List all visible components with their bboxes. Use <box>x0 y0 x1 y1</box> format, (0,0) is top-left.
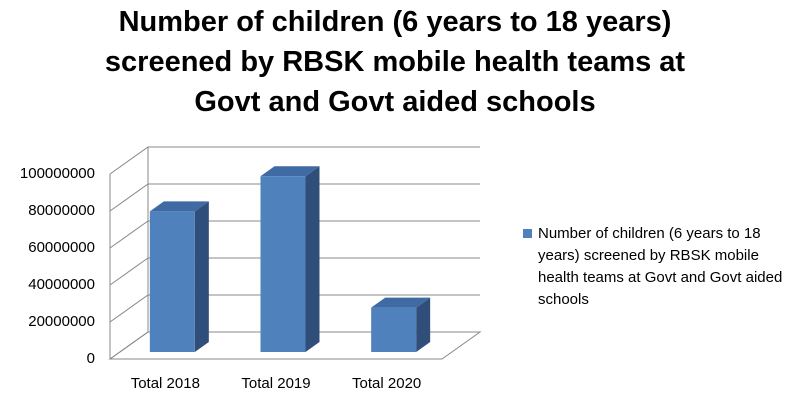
chart-title: Number of children (6 years to 18 years)… <box>104 6 686 118</box>
bar-top <box>149 201 209 212</box>
legend-label: Number of children (6 years to 18 years)… <box>538 225 783 308</box>
legend-key <box>523 229 532 238</box>
x-tick-label: Total 2019 <box>241 375 310 392</box>
bar-side <box>416 297 431 352</box>
y-tick-label: 100000000 <box>20 165 95 182</box>
x-tick-label: Total 2018 <box>131 375 200 392</box>
y-tick-label: 80000000 <box>28 202 95 219</box>
bar-top <box>260 166 320 177</box>
y-tick-label: 0 <box>87 350 95 367</box>
x-tick-label: Total 2020 <box>352 375 421 392</box>
y-tick-label: 60000000 <box>28 239 95 256</box>
y-tick-label: 40000000 <box>28 276 95 293</box>
bar <box>371 307 417 352</box>
y-tick-label: 20000000 <box>28 313 95 330</box>
bar-top <box>371 297 431 308</box>
bar <box>260 176 306 352</box>
bar <box>149 211 195 352</box>
bar-side <box>305 166 320 352</box>
bar-side <box>194 201 209 352</box>
